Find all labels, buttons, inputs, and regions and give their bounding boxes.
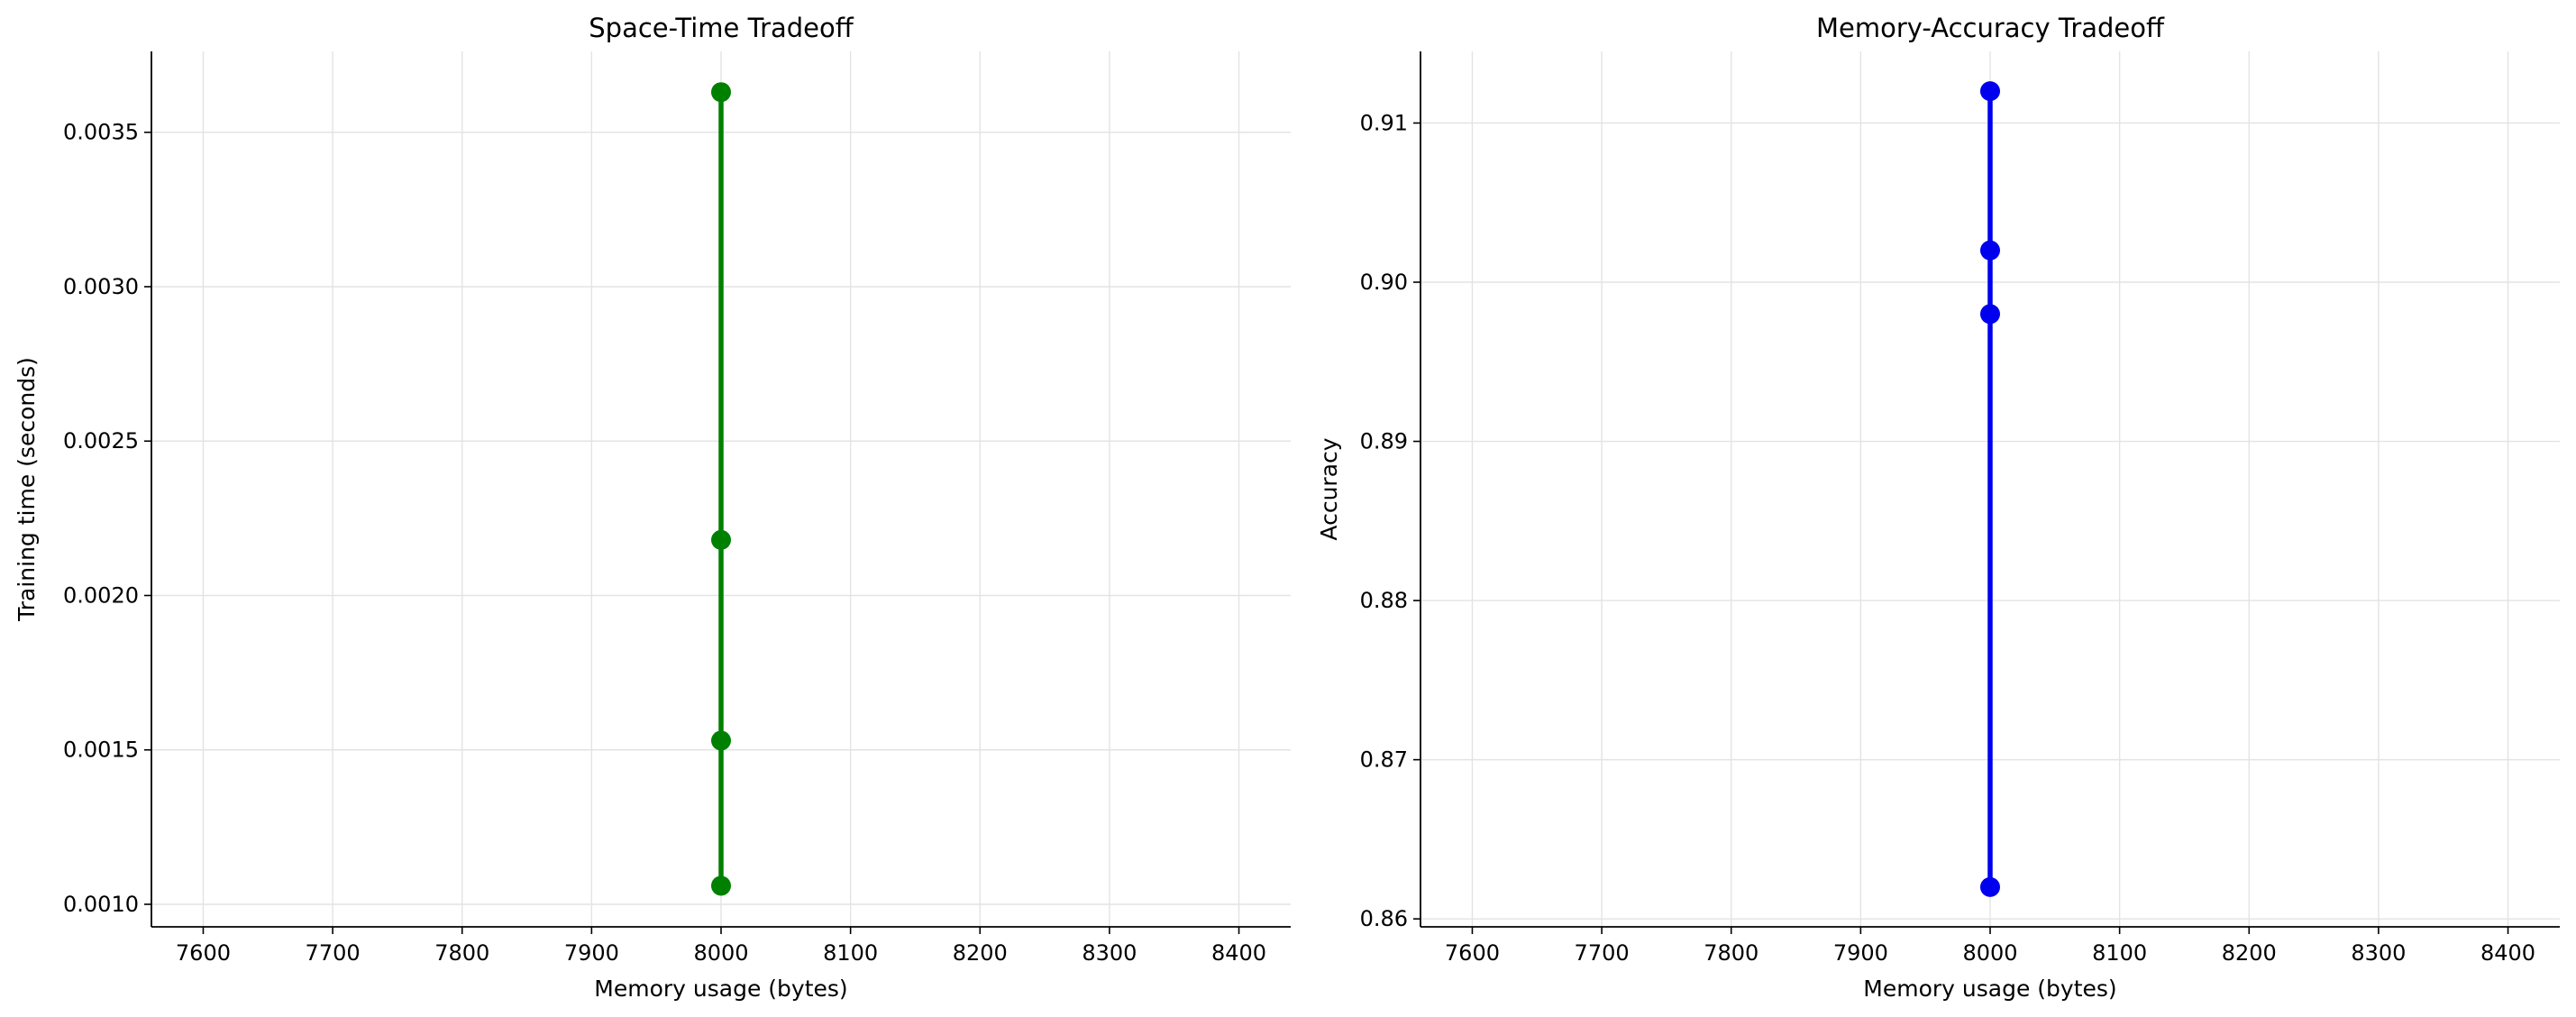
x-tick-label: 7600 (176, 940, 231, 966)
x-tick-label: 7800 (434, 940, 489, 966)
chart-title: Memory-Accuracy Tradeoff (1816, 13, 2165, 43)
data-point (1980, 876, 2000, 897)
x-tick-label: 7800 (1704, 940, 1758, 966)
y-tick-label: 0.0035 (63, 120, 139, 145)
y-tick-label: 0.86 (1360, 906, 1408, 931)
x-tick-label: 8400 (1211, 940, 1266, 966)
data-point (1980, 81, 2000, 102)
x-tick-label: 8000 (693, 940, 748, 966)
y-tick-label: 0.0010 (63, 892, 139, 917)
data-point (1980, 240, 2000, 261)
y-tick-label: 0.90 (1360, 270, 1408, 295)
data-point (1980, 304, 2000, 325)
y-tick-label: 0.87 (1360, 747, 1408, 773)
y-axis-label: Accuracy (1316, 437, 1342, 540)
y-tick-label: 0.0020 (63, 582, 139, 608)
x-tick-label: 8300 (2351, 940, 2406, 966)
x-tick-label: 7700 (306, 940, 361, 966)
x-tick-label: 8200 (2222, 940, 2277, 966)
x-tick-label: 8400 (2480, 940, 2535, 966)
data-point (711, 730, 731, 751)
chart-panel-2: 7600 7700 7800 7900 8000 8100 8200 8300 8400 0.86… (1316, 13, 2560, 1002)
x-tick-label: 8000 (1962, 940, 2017, 966)
x-tick-label: 7700 (1575, 940, 1630, 966)
y-tick-label: 0.0025 (63, 428, 139, 454)
y-axis-label: Training time (seconds) (14, 357, 40, 622)
y-tick-label: 0.89 (1360, 429, 1408, 454)
y-tick-label: 0.0030 (63, 274, 139, 299)
data-point (711, 875, 731, 896)
x-axis-label: Memory usage (bytes) (594, 976, 847, 1002)
x-tick-label: 8200 (953, 940, 1008, 966)
y-tick-label: 0.88 (1360, 588, 1408, 613)
chart-title: Space-Time Tradeoff (589, 13, 854, 43)
x-tick-label: 7600 (1445, 940, 1500, 966)
y-tick-label: 0.91 (1360, 110, 1408, 135)
data-point (711, 529, 731, 550)
x-tick-label: 8300 (1082, 940, 1137, 966)
x-tick-label: 7900 (1833, 940, 1888, 966)
y-tick-label: 0.0015 (63, 738, 139, 763)
x-axis-label: Memory usage (bytes) (1863, 976, 2116, 1002)
x-tick-label: 7900 (564, 940, 619, 966)
x-tick-label: 8100 (823, 940, 878, 966)
x-tick-label: 8100 (2092, 940, 2147, 966)
chart-panel-1: 7600 7700 7800 7900 8000 8100 8200 8300 8400 0.00… (14, 13, 1291, 1002)
data-point (711, 82, 731, 103)
